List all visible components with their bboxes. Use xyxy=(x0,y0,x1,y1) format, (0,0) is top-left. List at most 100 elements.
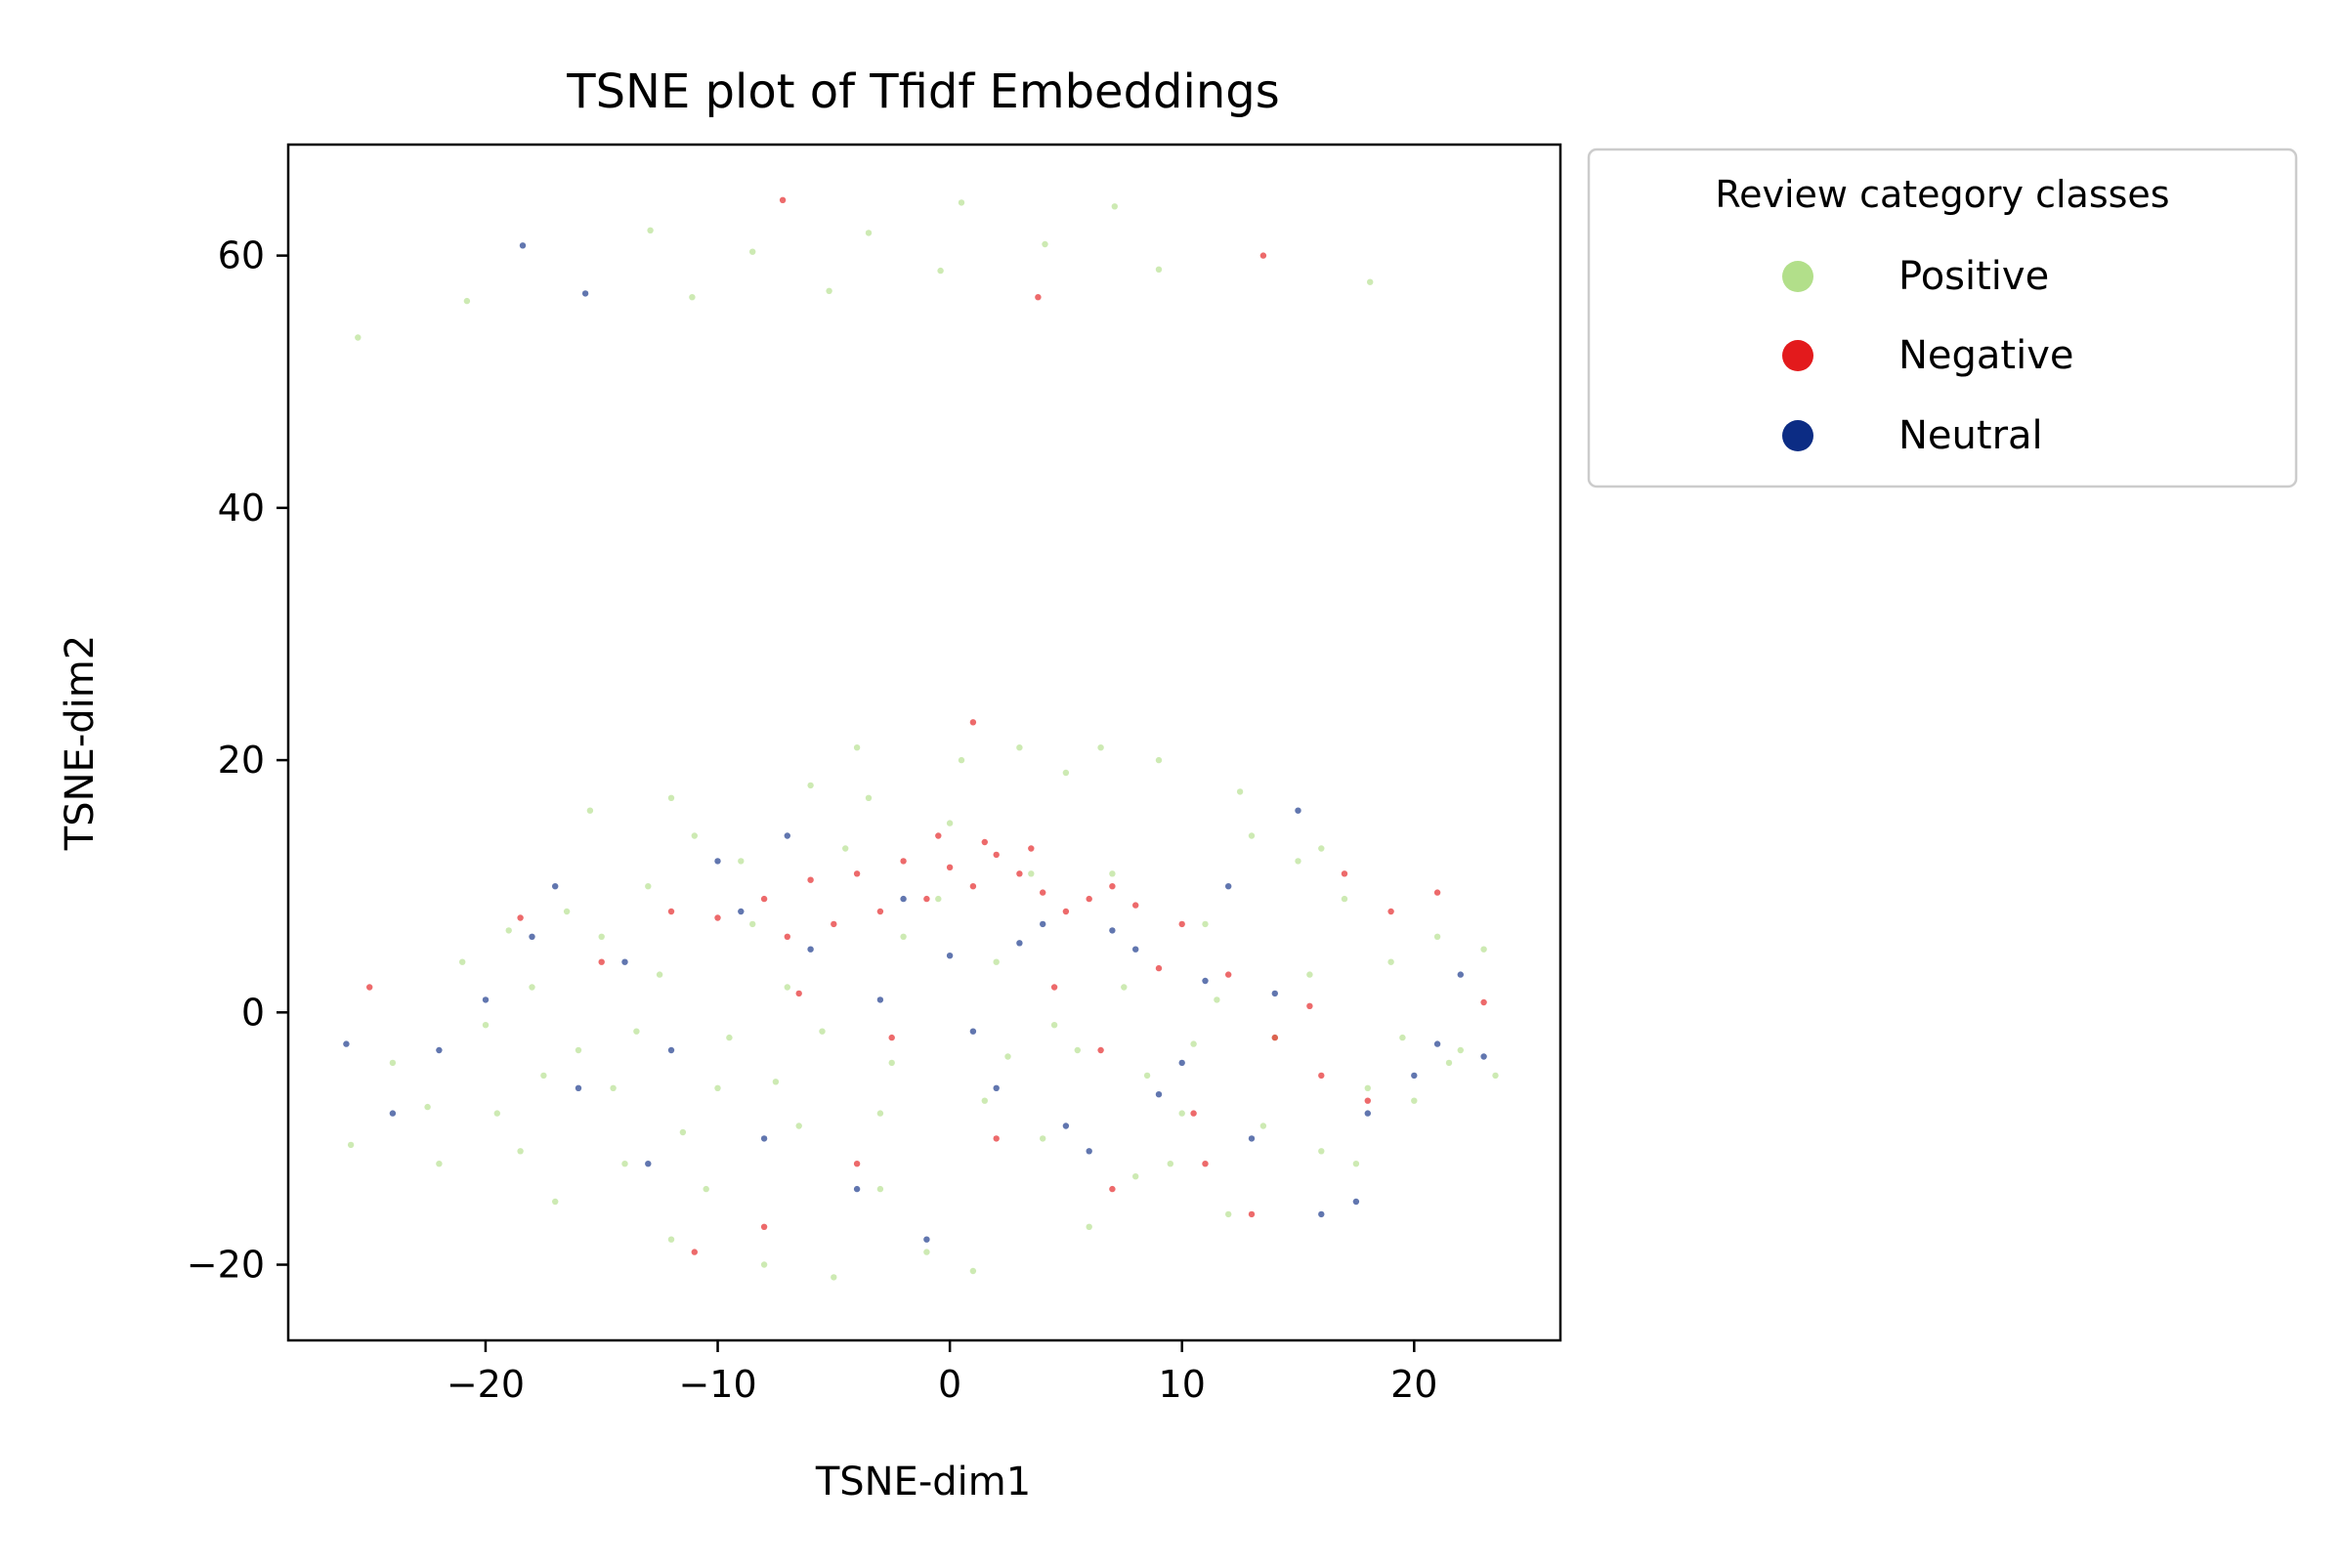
point-neutral-25 xyxy=(1411,1072,1418,1080)
point-negative-12 xyxy=(993,851,1000,859)
point-positive-2 xyxy=(647,227,654,233)
chart-title: TSNE plot of Tfidf Embeddings xyxy=(566,64,1280,119)
point-positive-23 xyxy=(645,883,652,890)
legend-label-neutral: Neutral xyxy=(1898,413,2043,458)
point-positive-52 xyxy=(1318,1148,1325,1155)
point-neutral-34 xyxy=(1155,1091,1163,1098)
point-positive-10 xyxy=(1111,203,1119,210)
point-positive-41 xyxy=(1062,769,1070,777)
point-positive-21 xyxy=(598,933,605,940)
point-positive-30 xyxy=(807,782,814,789)
legend-label-positive: Positive xyxy=(1898,254,2049,299)
point-negative-46 xyxy=(1050,984,1058,991)
point-neutral-7 xyxy=(575,1084,582,1092)
point-positive-85 xyxy=(667,794,675,801)
point-negative-25 xyxy=(1028,845,1035,852)
x-tick-label-3: 10 xyxy=(1159,1363,1206,1406)
point-negative-8 xyxy=(853,870,861,877)
point-negative-40 xyxy=(366,984,373,991)
point-negative-5 xyxy=(714,914,721,921)
point-positive-66 xyxy=(656,971,663,978)
plot-frame xyxy=(286,143,1562,1342)
point-negative-24 xyxy=(935,832,942,839)
point-neutral-8 xyxy=(621,958,628,965)
y-tick-label-3: 40 xyxy=(218,487,265,530)
point-positive-22 xyxy=(621,1161,628,1167)
point-neutral-41 xyxy=(552,883,559,890)
point-negative-51 xyxy=(1387,908,1394,915)
point-negative-23 xyxy=(981,838,988,846)
point-positive-40 xyxy=(1040,1135,1046,1142)
x-tick-label-0: −20 xyxy=(447,1363,525,1406)
point-positive-80 xyxy=(1306,971,1313,978)
point-positive-59 xyxy=(1480,946,1487,953)
point-positive-102 xyxy=(505,927,512,934)
point-positive-87 xyxy=(1097,744,1104,751)
legend-marker-negative xyxy=(1782,340,1813,371)
y-tick-label-0: −20 xyxy=(187,1244,265,1287)
point-negative-35 xyxy=(1109,1185,1116,1193)
point-neutral-6 xyxy=(529,933,535,940)
point-positive-36 xyxy=(946,820,954,826)
point-positive-14 xyxy=(389,1059,397,1067)
point-negative-6 xyxy=(760,895,768,903)
point-neutral-14 xyxy=(900,895,907,903)
x-axis-label: TSNE-dim1 xyxy=(815,1460,1031,1504)
point-positive-18 xyxy=(529,984,535,991)
point-positive-31 xyxy=(831,1274,837,1281)
point-negative-13 xyxy=(1016,870,1023,877)
point-positive-71 xyxy=(888,1059,895,1067)
point-positive-77 xyxy=(1167,1161,1174,1167)
point-neutral-35 xyxy=(1202,977,1209,985)
point-neutral-1 xyxy=(581,290,589,297)
point-positive-11 xyxy=(1155,266,1163,273)
point-positive-64 xyxy=(563,908,571,915)
point-neutral-5 xyxy=(482,996,490,1003)
point-positive-92 xyxy=(772,1079,780,1085)
point-negative-36 xyxy=(1202,1161,1209,1167)
point-negative-41 xyxy=(1433,889,1441,896)
point-positive-101 xyxy=(540,1072,547,1080)
point-negative-50 xyxy=(1341,870,1348,877)
point-positive-26 xyxy=(714,1084,721,1092)
legend-label-negative: Negative xyxy=(1898,333,2074,378)
point-positive-13 xyxy=(347,1141,355,1149)
point-neutral-3 xyxy=(389,1110,397,1117)
point-neutral-21 xyxy=(1225,883,1232,890)
point-neutral-24 xyxy=(1364,1110,1372,1117)
point-neutral-31 xyxy=(1016,940,1023,947)
point-neutral-42 xyxy=(1352,1198,1360,1206)
point-neutral-37 xyxy=(1295,807,1301,814)
point-neutral-38 xyxy=(923,1236,930,1243)
point-positive-68 xyxy=(749,920,756,928)
legend-marker-neutral xyxy=(1782,420,1813,451)
point-negative-29 xyxy=(1318,1072,1325,1080)
point-positive-0 xyxy=(355,334,362,341)
point-positive-54 xyxy=(1364,1084,1372,1092)
point-positive-32 xyxy=(853,744,861,751)
point-neutral-9 xyxy=(667,1046,675,1054)
point-neutral-19 xyxy=(1132,946,1139,953)
point-negative-15 xyxy=(1062,908,1070,915)
point-neutral-27 xyxy=(1480,1053,1487,1060)
x-axis: −20 −10 0 10 20 xyxy=(447,1340,1437,1406)
point-positive-86 xyxy=(958,756,965,764)
point-positive-16 xyxy=(459,958,466,965)
point-positive-88 xyxy=(1236,788,1244,795)
y-axis-label: TSNE-dim2 xyxy=(58,635,103,851)
point-positive-47 xyxy=(1202,920,1209,928)
point-negative-30 xyxy=(1364,1097,1372,1104)
point-neutral-12 xyxy=(807,946,814,953)
points-layer xyxy=(343,196,1499,1281)
point-positive-65 xyxy=(610,1084,617,1092)
point-positive-55 xyxy=(1387,958,1394,965)
point-positive-25 xyxy=(691,832,698,839)
point-positive-34 xyxy=(900,933,907,940)
point-negative-2 xyxy=(1259,252,1267,259)
point-negative-21 xyxy=(876,908,884,915)
point-positive-90 xyxy=(865,794,873,801)
point-negative-33 xyxy=(853,1161,861,1167)
x-tick-label-2: 0 xyxy=(938,1363,961,1406)
point-positive-96 xyxy=(1050,1022,1058,1029)
point-positive-76 xyxy=(1121,984,1128,991)
